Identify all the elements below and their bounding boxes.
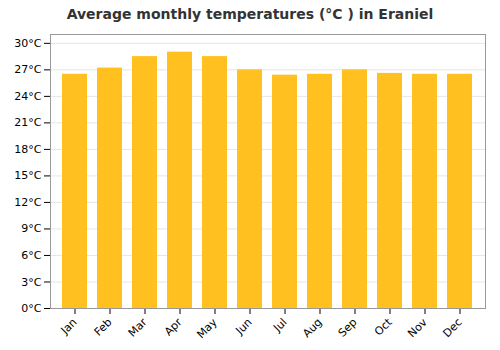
svg-text:12°C: 12°C	[14, 196, 41, 209]
svg-text:Mar: Mar	[126, 315, 150, 339]
svg-text:Oct: Oct	[372, 315, 395, 338]
svg-text:Sep: Sep	[336, 316, 360, 340]
svg-text:24°C: 24°C	[14, 90, 41, 103]
svg-text:21°C: 21°C	[14, 116, 41, 129]
html-text:Average monthly temperatures (: Average monthly temperatures (°C ) in Er…	[66, 6, 434, 22]
svg-text:18°C: 18°C	[14, 143, 41, 156]
svg-text:9°C: 9°C	[21, 222, 41, 235]
svg-text:30°C: 30°C	[14, 37, 41, 50]
svg-text:Jun: Jun	[233, 316, 255, 338]
svg-text:Dec: Dec	[440, 316, 464, 340]
svg-text:Jul: Jul	[270, 316, 289, 335]
svg-text:Feb: Feb	[92, 316, 115, 339]
svg-text:Jan: Jan	[58, 316, 80, 338]
svg-text:May: May	[194, 315, 220, 341]
svg-text:27°C: 27°C	[14, 63, 41, 76]
svg-text:3°C: 3°C	[21, 276, 41, 289]
svg-text:Aug: Aug	[300, 316, 324, 340]
svg-text:15°C: 15°C	[14, 169, 41, 182]
svg-text:6°C: 6°C	[21, 249, 41, 262]
svg-text:Apr: Apr	[162, 315, 185, 338]
svg-text:0°C: 0°C	[21, 302, 41, 315]
svg-text:Nov: Nov	[405, 315, 430, 340]
